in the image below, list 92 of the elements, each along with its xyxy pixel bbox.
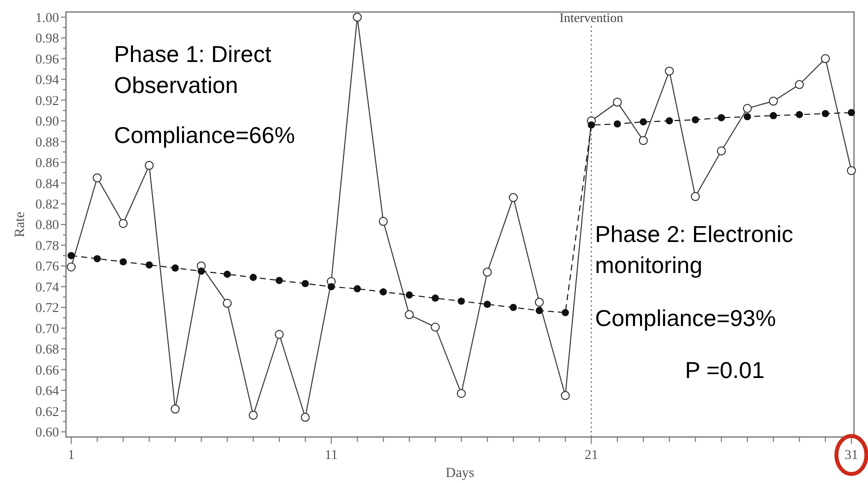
y-tick-label: 0.60 — [35, 424, 60, 440]
point — [432, 294, 439, 302]
annotation: Phase 1: Direct Observation — [114, 41, 272, 98]
y-tick-label: 0.78 — [35, 238, 60, 253]
annotation: Compliance=93% — [595, 305, 776, 331]
y-tick-label: 0.90 — [35, 114, 60, 129]
point — [848, 108, 855, 116]
y-tick-label: 0.84 — [35, 176, 60, 191]
point — [508, 193, 518, 202]
point — [248, 410, 258, 420]
point — [146, 261, 153, 269]
point — [796, 111, 803, 118]
point — [458, 298, 465, 305]
point — [170, 404, 180, 414]
point — [820, 54, 830, 64]
point — [484, 300, 491, 308]
point — [562, 309, 569, 316]
y-tick-label: 0.76 — [35, 258, 60, 274]
point — [664, 66, 674, 76]
point — [250, 274, 257, 281]
point — [718, 114, 725, 122]
point — [224, 270, 231, 278]
point — [482, 268, 492, 277]
point — [846, 166, 856, 176]
point — [378, 216, 388, 226]
y-tick-label: 1.00 — [35, 10, 60, 25]
point — [222, 298, 232, 308]
point — [120, 258, 127, 266]
x-tick-label: 21 — [584, 447, 598, 462]
y-tick-label: 0.80 — [35, 217, 60, 232]
y-axis-title: Rate — [13, 212, 28, 238]
point — [510, 304, 517, 312]
ref-line-label: Intervention — [560, 10, 624, 25]
point — [742, 104, 752, 113]
annotation: P =0.01 — [685, 357, 765, 383]
y-tick-label: 0.70 — [35, 320, 60, 336]
x-tick-label: 1 — [68, 447, 75, 462]
point — [94, 255, 101, 262]
y-tick-label: 0.92 — [35, 92, 59, 108]
point — [300, 412, 310, 422]
point — [430, 322, 440, 332]
y-tick-label: 0.68 — [35, 342, 60, 357]
x-tick-label: 31 — [844, 447, 858, 462]
point — [118, 218, 128, 228]
point — [768, 96, 778, 106]
y-tick-label: 0.66 — [35, 362, 60, 378]
point — [612, 98, 622, 107]
point — [692, 116, 699, 124]
x-axis-title: Days — [446, 466, 474, 481]
y-tick-label: 0.72 — [35, 300, 59, 316]
point — [354, 285, 361, 292]
point — [380, 288, 387, 296]
y-tick-label: 0.96 — [35, 51, 60, 66]
point — [794, 80, 804, 90]
y-tick-label: 0.64 — [35, 383, 60, 398]
y-tick-label: 0.62 — [35, 404, 59, 419]
point — [274, 330, 284, 339]
point — [588, 121, 595, 129]
point — [352, 12, 362, 22]
point — [456, 388, 466, 398]
x-tick-label: 11 — [324, 447, 338, 462]
point — [92, 173, 102, 182]
y-tick-label: 0.82 — [35, 196, 59, 212]
point — [640, 118, 647, 126]
annotation: Compliance=66% — [114, 122, 295, 148]
point — [534, 298, 544, 307]
point — [328, 283, 335, 290]
annotation: Phase 2: Electronic monitoring — [595, 221, 794, 278]
y-tick-label: 0.74 — [35, 279, 60, 294]
point — [302, 280, 309, 288]
point — [404, 310, 414, 320]
point — [770, 112, 777, 120]
point — [638, 136, 648, 146]
point — [666, 117, 673, 124]
point — [276, 276, 283, 284]
point — [822, 110, 829, 118]
y-tick-label: 0.98 — [35, 30, 60, 46]
point — [716, 146, 726, 156]
point — [66, 262, 76, 272]
point — [144, 160, 154, 170]
point — [690, 192, 700, 202]
point — [198, 268, 205, 275]
y-tick-label: 0.88 — [35, 134, 60, 150]
point — [560, 391, 570, 400]
point — [406, 291, 413, 299]
point — [536, 306, 543, 314]
point — [744, 113, 751, 120]
y-tick-label: 0.86 — [35, 155, 60, 170]
point — [172, 264, 179, 272]
y-tick-label: 0.94 — [35, 72, 60, 88]
point — [614, 120, 621, 128]
point — [68, 252, 75, 260]
